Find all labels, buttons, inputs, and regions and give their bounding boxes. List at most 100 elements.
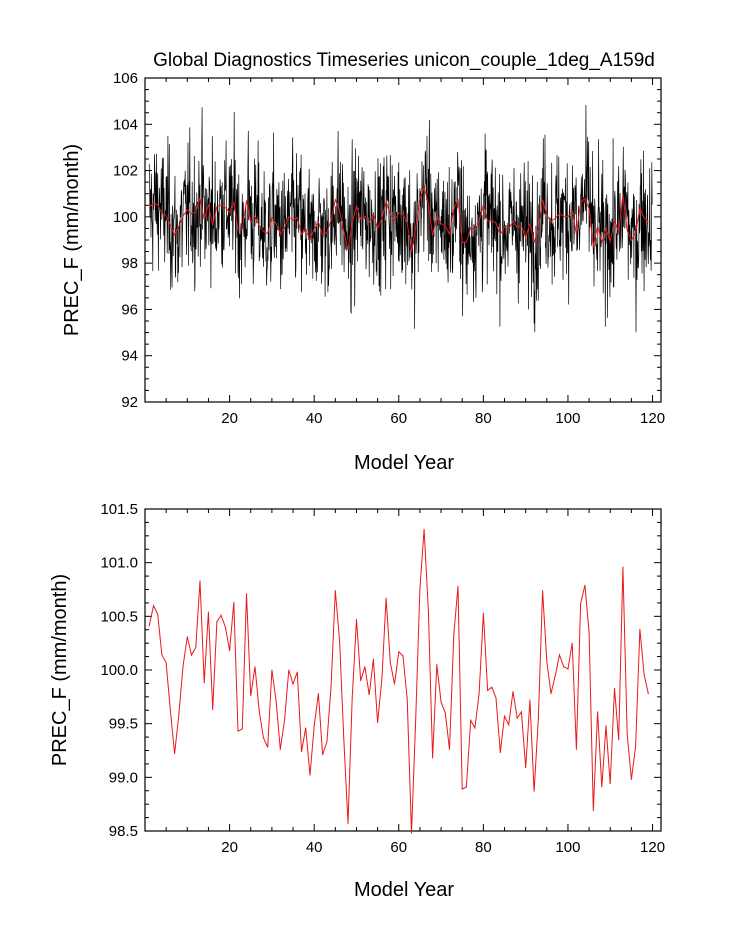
top-x-tick-label: 40 — [306, 410, 323, 427]
annual-mean-point — [504, 715, 505, 717]
annual-mean-point — [592, 810, 594, 812]
annual-mean-point — [499, 752, 501, 754]
top-y-tick-label: 92 — [121, 394, 138, 411]
annual-mean-point — [457, 585, 459, 587]
annual-mean-point — [559, 654, 560, 656]
annual-mean-point — [153, 605, 154, 607]
annual-mean-point — [368, 694, 370, 696]
annual-mean-point — [351, 697, 353, 699]
annual-mean-point — [394, 683, 395, 685]
annual-mean-point — [305, 727, 307, 729]
annual-mean-point — [326, 741, 328, 743]
annual-mean-point — [364, 666, 366, 668]
top-x-tick-label: 120 — [640, 410, 665, 427]
annual-mean-point — [588, 631, 590, 633]
chart-title: Global Diagnostics Timeseries unicon_cou… — [153, 50, 655, 71]
annual-mean-point — [622, 566, 624, 568]
bottom-panel: 20 40 60 80 100 120 98.5 99.0 99.5 100.0 100.5 101… — [49, 501, 665, 901]
top-series — [148, 104, 653, 333]
annual-mean-point — [216, 621, 218, 623]
annual-mean-point — [178, 714, 180, 716]
annual-mean-point — [453, 634, 455, 636]
annual-mean-point — [212, 709, 214, 711]
bottom-y-tick-label: 98.5 — [109, 823, 138, 840]
annual-mean-point — [482, 612, 484, 614]
annual-mean-point — [313, 725, 315, 727]
annual-mean-point — [254, 666, 256, 668]
annual-mean-point — [161, 654, 163, 656]
annual-mean-point — [478, 693, 480, 695]
top-y-tick-label: 104 — [113, 116, 138, 133]
bottom-x-axis-label: Model Year — [354, 879, 454, 901]
monthly-series-line — [148, 104, 653, 333]
annual-mean-point — [542, 590, 544, 592]
annual-mean-point — [601, 786, 603, 788]
annual-mean-point — [309, 774, 311, 776]
annual-mean-point — [440, 701, 442, 703]
annual-mean-point — [618, 739, 620, 741]
annual-mean-point — [406, 698, 408, 700]
annual-mean-point — [597, 711, 599, 713]
annual-mean-point — [537, 718, 539, 720]
annual-mean-point — [267, 746, 269, 748]
annual-mean-point — [199, 580, 201, 582]
top-x-tick-label: 80 — [475, 410, 492, 427]
annual-mean-point — [525, 767, 527, 769]
annual-mean-point — [626, 733, 628, 735]
top-axis-ticks — [145, 77, 661, 403]
top-x-axis-label: Model Year — [354, 452, 454, 474]
annual-mean-point — [550, 693, 552, 695]
annual-mean-point — [630, 779, 632, 780]
bottom-plot-frame — [144, 508, 662, 832]
annual-mean-point — [647, 693, 649, 695]
annual-mean-point — [301, 751, 302, 753]
annual-mean-point — [339, 640, 341, 642]
annual-mean-point — [491, 686, 493, 688]
annual-mean-point — [279, 748, 281, 750]
annual-mean-point — [516, 717, 518, 719]
annual-mean-point — [635, 745, 637, 747]
annual-mean-point — [554, 674, 556, 676]
annual-mean-point — [389, 662, 391, 663]
annual-mean-point — [402, 655, 404, 657]
top-x-tick-labels: 20 40 60 80 100 120 — [221, 410, 665, 427]
annual-mean-point — [385, 597, 387, 599]
annual-mean-point — [465, 786, 467, 788]
annual-mean-point — [487, 689, 489, 691]
bottom-y-tick-label: 100.5 — [100, 608, 138, 625]
annual-mean-point — [186, 636, 188, 638]
annual-mean-point — [334, 590, 336, 592]
annual-mean-point — [449, 748, 450, 750]
top-y-tick-label: 96 — [121, 301, 138, 318]
annual-mean-point — [284, 718, 286, 720]
annual-mean-point — [575, 748, 577, 750]
annual-mean-point — [258, 710, 260, 712]
bottom-y-tick-label: 101.0 — [100, 555, 138, 572]
annual-mean-point — [444, 712, 446, 714]
annual-mean-point — [195, 647, 197, 648]
annual-mean-point — [360, 680, 362, 682]
annual-mean-point — [237, 730, 239, 732]
bottom-y-tick-label: 99.0 — [109, 769, 138, 786]
annual-mean-point — [495, 697, 497, 699]
top-y-tick-label: 102 — [113, 163, 138, 180]
annual-mean-point — [436, 664, 438, 666]
annual-mean-point — [165, 662, 167, 663]
annual-mean-point — [343, 738, 345, 740]
annual-mean-line-top — [148, 184, 649, 253]
annual-mean-point — [169, 710, 171, 712]
top-y-tick-label: 98 — [121, 255, 138, 272]
annual-mean-point — [275, 700, 277, 702]
annual-mean-point — [584, 584, 586, 586]
annual-mean-point — [461, 788, 463, 790]
annual-mean-point — [241, 728, 243, 730]
annual-mean-point — [423, 528, 425, 530]
annual-mean-point — [533, 790, 535, 792]
bottom-y-tick-label: 100.0 — [100, 662, 138, 679]
annual-mean-point — [182, 665, 184, 667]
top-panel: 20 40 60 80 100 120 92 94 96 98 100 102 104 106 Mode… — [61, 70, 665, 474]
annual-mean-point — [411, 832, 412, 834]
top-y-tick-labels: 92 94 96 98 100 102 104 106 — [113, 70, 138, 411]
bottom-axis-ticks — [145, 508, 661, 832]
annual-mean-point — [157, 613, 159, 615]
